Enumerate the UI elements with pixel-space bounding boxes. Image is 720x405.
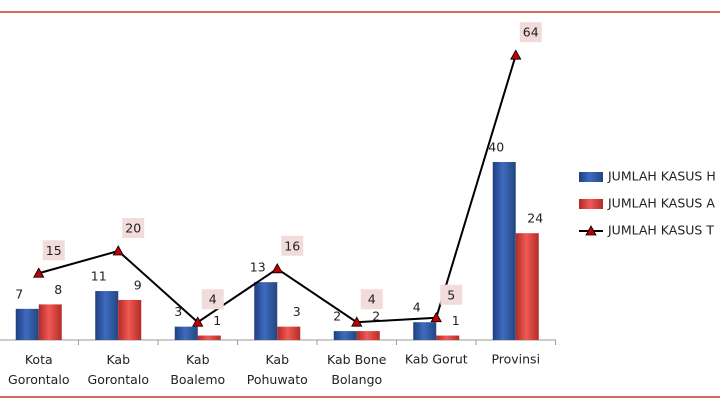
label-box [281,235,304,256]
marker [271,262,283,274]
data-label: 8 [54,282,62,297]
bar [356,331,380,340]
data-label: 7 [15,286,23,301]
bar [333,331,357,340]
data-label: 40 [488,140,504,155]
legend-marker [585,225,597,236]
data-label: 2 [372,309,380,324]
label-box [360,289,383,310]
bar [436,335,460,340]
data-label: 9 [134,277,142,292]
data-label: 16 [284,238,300,253]
x-tick-label: Kab Gorontalo [88,352,149,387]
marker [192,316,204,327]
bar [118,299,142,340]
data-label: 2 [333,309,341,324]
data-label: 5 [447,287,455,302]
bar [15,308,39,340]
marker [510,49,522,60]
data-label: 3 [293,304,301,319]
x-tick-label: Kab Boalemo [170,352,225,387]
data-label: 3 [174,304,182,319]
data-label: 1 [213,313,221,328]
x-tick-label: Kota Gorontalo [8,352,69,387]
bar [38,304,62,340]
label-box [42,240,65,261]
bar [174,326,198,340]
legend-label: JUMLAH KASUS A [607,196,715,211]
bar [277,326,301,340]
bar [95,291,119,340]
data-label: 13 [250,260,266,275]
label-box [519,22,542,43]
legend-label: JUMLAH KASUS T [607,223,714,238]
bar [515,233,539,340]
data-label: 4 [209,292,217,307]
bar [254,282,278,340]
x-tick-label: Provinsi [491,352,540,367]
data-label: 24 [527,211,543,226]
marker [112,245,124,256]
label-box [122,218,145,238]
legend-swatch [579,199,603,209]
data-label: 4 [413,300,421,315]
marker [33,267,45,278]
legend-label: JUMLAH KASUS H [607,169,716,184]
bar [413,322,437,340]
legend-swatch [579,172,603,182]
x-tick-label: Kab Pohuwato [247,352,308,387]
bar [492,162,516,340]
data-label: 64 [523,25,539,40]
data-label: 4 [368,292,376,307]
marker [430,311,442,323]
data-label: 1 [452,313,460,328]
x-tick-label: Kab Bone Bolango [327,352,387,387]
data-label: 15 [46,243,62,258]
bar [197,335,221,340]
x-tick-label: Kab Gorut [405,352,468,367]
label-box [440,284,463,305]
label-box [201,289,224,310]
data-label: 11 [91,269,107,284]
marker [351,316,363,327]
data-label: 20 [125,221,141,236]
